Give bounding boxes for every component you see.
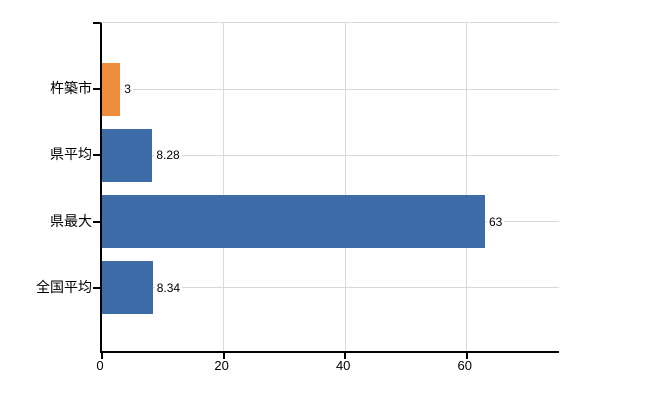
vertical-gridline bbox=[223, 23, 225, 351]
x-axis-tick bbox=[465, 353, 468, 359]
category-label: 杵築市 bbox=[50, 80, 92, 97]
horizontal-gridline bbox=[102, 287, 559, 289]
bar-県最大 bbox=[102, 195, 485, 249]
bar-value-label: 8.34 bbox=[154, 280, 183, 295]
y-axis-tick bbox=[93, 286, 100, 289]
x-axis-tick-label: 0 bbox=[96, 358, 104, 373]
bar-県平均 bbox=[102, 128, 153, 182]
x-axis-tick-label: 40 bbox=[335, 358, 351, 373]
category-label: 県最大 bbox=[50, 212, 92, 229]
x-axis-tick-label: 60 bbox=[457, 358, 472, 373]
x-axis-tick bbox=[222, 353, 225, 359]
y-axis-tick bbox=[93, 154, 100, 157]
bar-杵築市 bbox=[102, 62, 121, 116]
y-axis-top-tick bbox=[93, 22, 100, 24]
bar-全国平均 bbox=[102, 261, 153, 315]
y-axis-tick bbox=[93, 88, 100, 91]
horizontal-gridline bbox=[102, 88, 559, 90]
y-axis-tick bbox=[93, 220, 100, 223]
horizontal-gridline bbox=[102, 154, 559, 156]
x-axis-tick-label: 20 bbox=[214, 358, 229, 373]
x-axis-tick bbox=[101, 353, 103, 359]
bar-value-label: 3 bbox=[122, 82, 133, 97]
vertical-gridline bbox=[344, 23, 346, 351]
x-axis-tick bbox=[344, 353, 347, 359]
bar-value-label: 8.28 bbox=[154, 148, 182, 163]
category-label: 県平均 bbox=[50, 146, 92, 163]
vertical-gridline bbox=[466, 23, 468, 351]
bar-value-label: 63 bbox=[487, 214, 505, 229]
plot-area: 3 8.28 63 8.34 bbox=[93, 22, 559, 359]
category-label: 全国平均 bbox=[36, 278, 92, 295]
